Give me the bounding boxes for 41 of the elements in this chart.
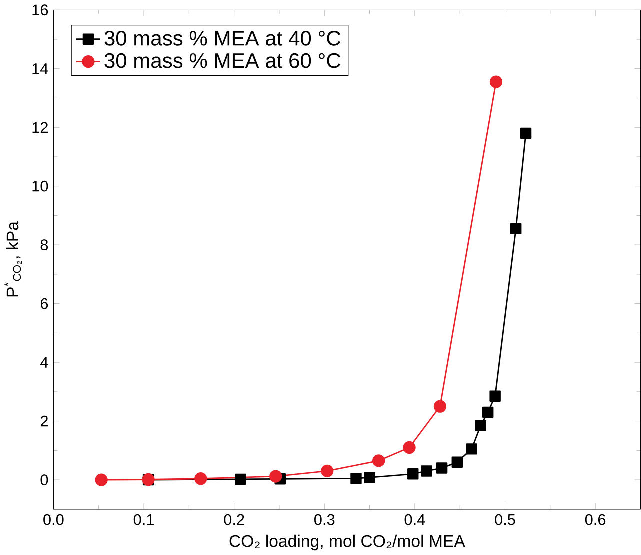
y-tick-label: 0 [40, 474, 48, 486]
point [403, 441, 416, 454]
point [482, 406, 494, 418]
point [466, 443, 478, 455]
point [436, 462, 448, 474]
x-tick-label: 0.0 [44, 514, 64, 526]
point [321, 464, 334, 478]
x-tick-label: 0.6 [585, 514, 606, 526]
x-tick-label: 0.5 [495, 514, 516, 526]
y-tick-label: 10 [32, 180, 48, 192]
point [490, 390, 501, 402]
x-tick-label: 0.1 [134, 514, 154, 526]
point [421, 465, 432, 477]
point [95, 474, 108, 486]
point [408, 468, 419, 480]
point [364, 472, 376, 484]
y-tick-label: 16 [32, 4, 48, 16]
point [520, 128, 532, 139]
point [434, 400, 447, 413]
x-tick-label: 0.3 [314, 514, 335, 526]
y-tick-label: 4 [40, 357, 48, 368]
x-axis-title: CO₂ loading, mol CO₂/mol MEA [230, 534, 466, 550]
legend-label: 30 mass % MEA at 40 °C [104, 30, 341, 46]
point [235, 474, 246, 485]
y-tick-label: 12 [32, 122, 48, 133]
point [475, 420, 486, 432]
point [510, 223, 522, 234]
point [372, 454, 386, 468]
y-tick-label: 2 [40, 416, 48, 427]
point [452, 456, 463, 468]
y-tick-label: 8 [40, 240, 48, 250]
y-tick-label: 14 [32, 63, 48, 74]
x-tick-label: 0.4 [404, 514, 426, 526]
point [490, 76, 503, 88]
y-tick-label: 6 [40, 298, 48, 310]
point [350, 472, 362, 484]
point [270, 470, 282, 483]
x-tick-label: 0.2 [224, 514, 244, 526]
point [194, 472, 208, 486]
y-axis-title: P$^{*}$$_{CO₂}$, kPa [4, 221, 22, 296]
legend-label: 30 mass % MEA at 60 °C [104, 53, 341, 68]
